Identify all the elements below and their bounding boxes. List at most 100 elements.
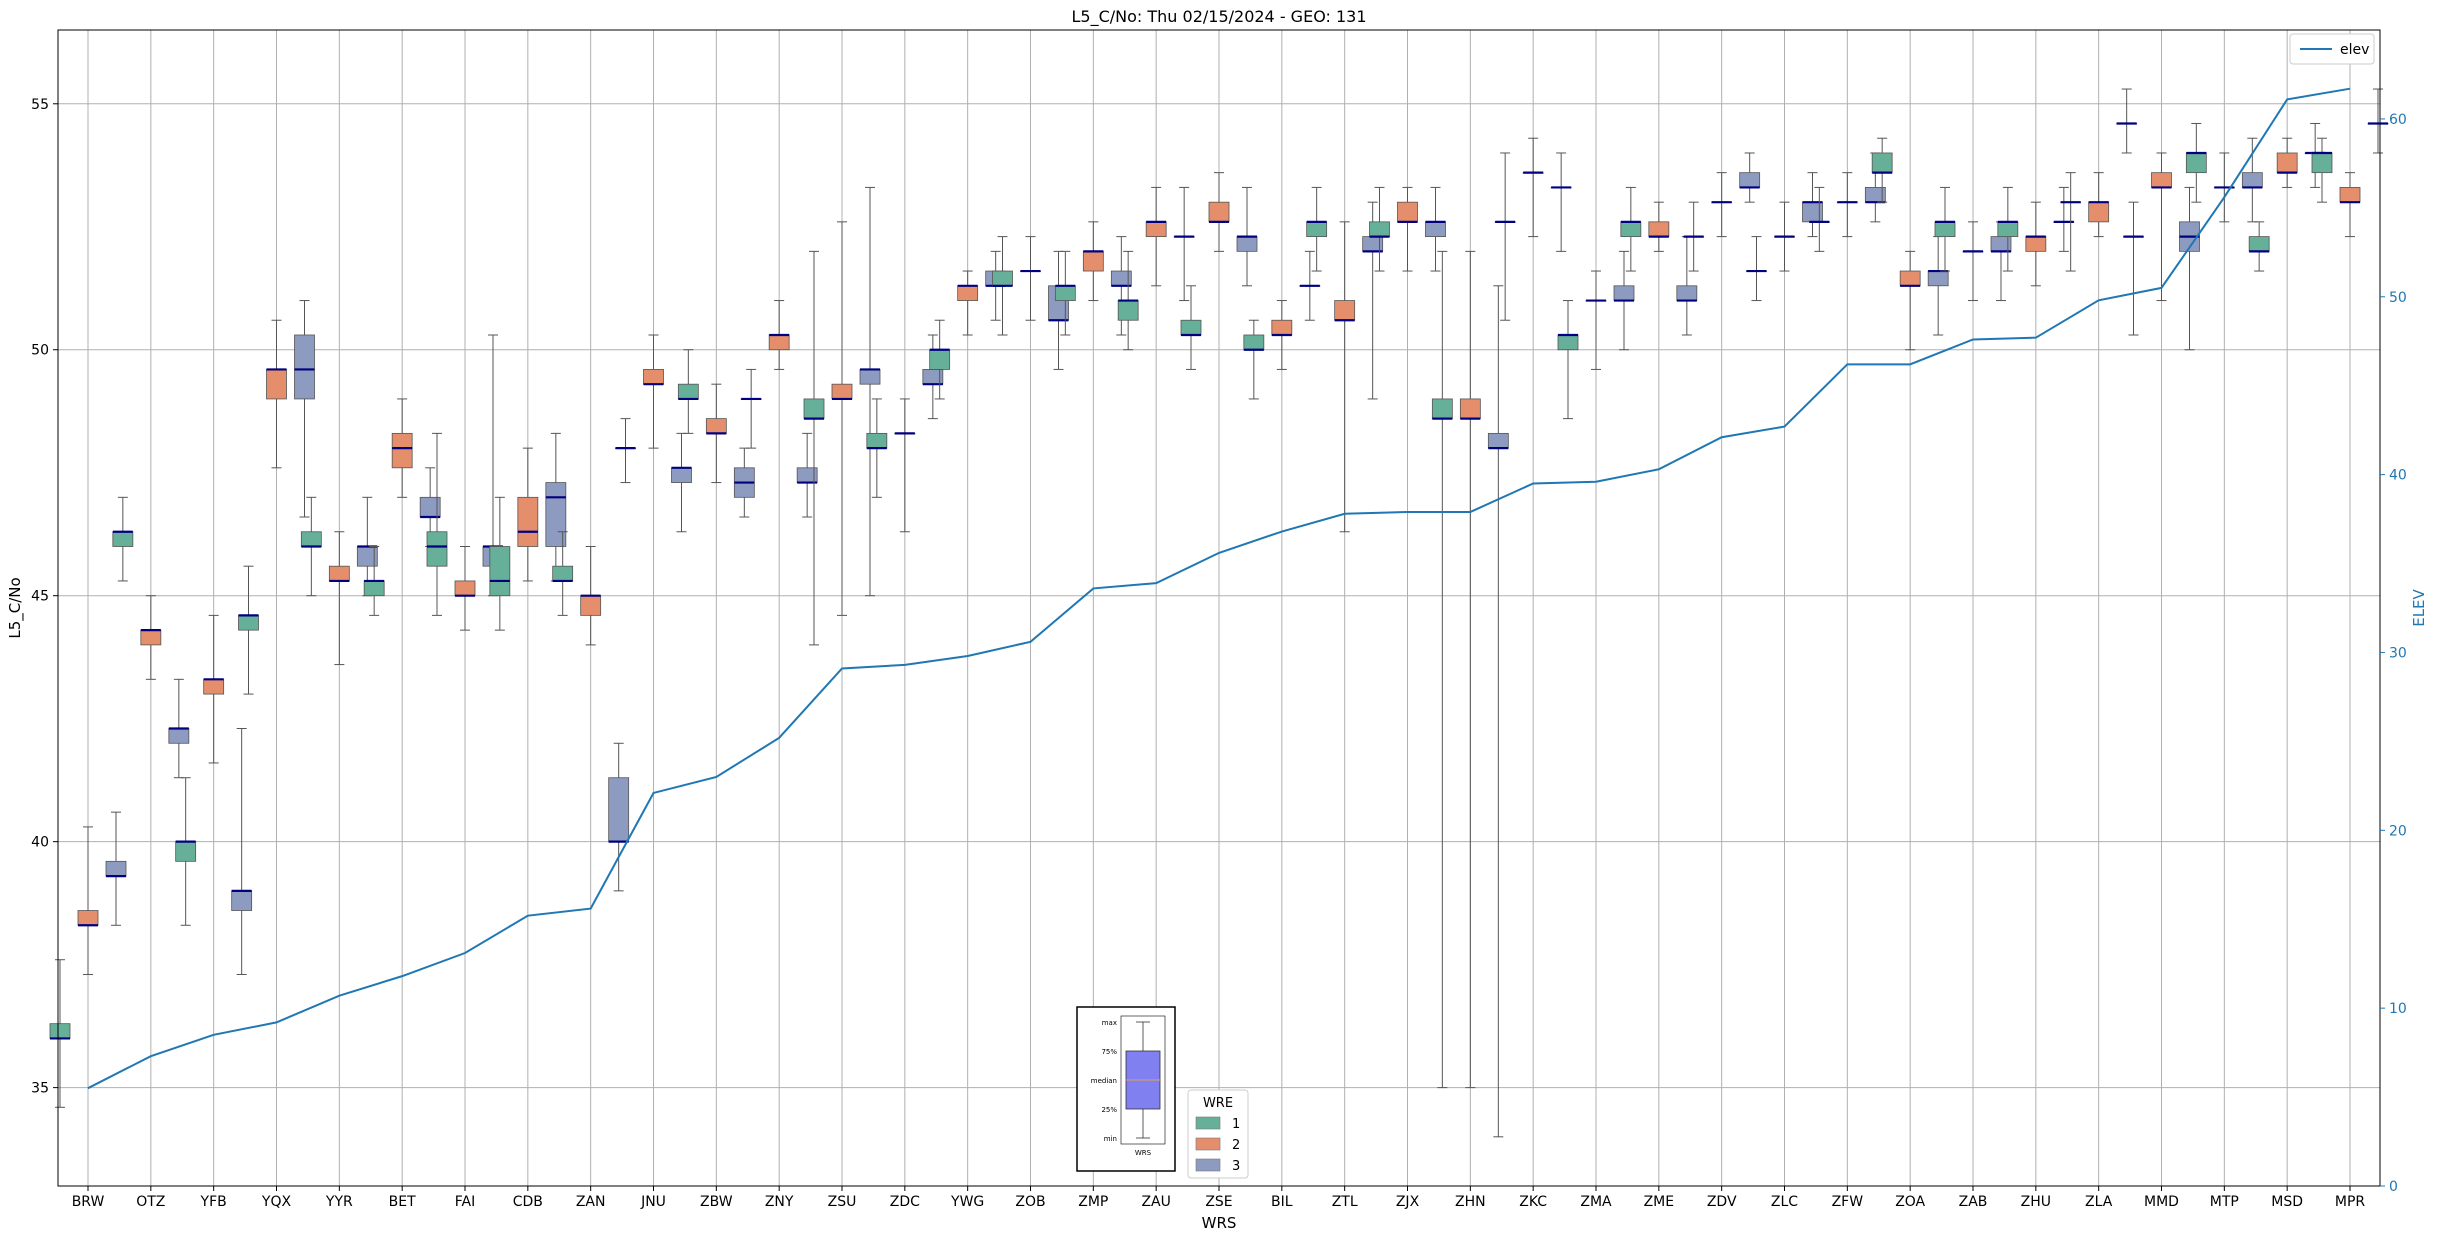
box-OTZ-wre1 [112, 496, 134, 582]
box-ZAU-wre1 [1117, 250, 1139, 351]
x-tick-label: MMD [2144, 1194, 2179, 1210]
x-tick-label: ZJX [1396, 1194, 1420, 1210]
x-tick-label: ZTL [1332, 1194, 1358, 1210]
box-body [140, 629, 162, 646]
box-body [866, 432, 888, 449]
box-ZSU-wre3 [859, 186, 881, 597]
box-body [929, 349, 951, 370]
y2-tick-label: 40 [2389, 468, 2407, 484]
wre-legend-label-1: 1 [1232, 1117, 1240, 1132]
box-body [1334, 300, 1356, 321]
box-MTP-wre1 [2185, 122, 2207, 203]
box-body [1871, 152, 1893, 174]
box-YQX-wre1 [238, 565, 259, 695]
box-CDB-wre2 [517, 447, 539, 582]
box-ZHU-wre2 [2025, 201, 2047, 287]
box-ZBW-wre2 [705, 383, 727, 484]
x-tick-label: ZKC [1519, 1194, 1547, 1210]
y-axis-label: L5_C/No [6, 577, 25, 638]
x-tick-label: ZLA [2085, 1194, 2113, 1210]
box-body [77, 910, 99, 926]
elev-legend: elev [2289, 33, 2375, 65]
y2-tick-label: 0 [2389, 1179, 2398, 1195]
wre-legend-swatch-1 [1195, 1116, 1221, 1130]
x-tick-label: ZOB [1015, 1194, 1045, 1210]
box-ZHN-wre2 [1459, 250, 1481, 1089]
box-CDB-wre3 [545, 432, 567, 582]
box-ZTL-wre3 [1362, 201, 1384, 400]
box-ZSE-wre1 [1180, 285, 1202, 370]
box-body [831, 383, 853, 400]
box-ZFW-wre2 [1836, 172, 1858, 238]
box-body [1739, 172, 1761, 188]
box-body [859, 369, 881, 385]
box-body [1082, 250, 1104, 272]
box-body [1271, 319, 1293, 336]
box-ZJX-wre3 [1425, 186, 1446, 272]
box-body [1934, 221, 1956, 238]
box-body [328, 565, 350, 582]
box-body [203, 678, 225, 695]
y2-tick-label: 60 [2389, 112, 2407, 128]
box-body [1431, 398, 1453, 420]
box-body [1236, 236, 1258, 252]
box-YWG-wre2 [957, 270, 979, 336]
box-body [545, 482, 567, 547]
inset-label-min: min [1104, 1135, 1117, 1143]
box-body [168, 728, 190, 744]
box-MTP-wre3 [2241, 137, 2263, 223]
x-tick-label: MTP [2210, 1194, 2239, 1210]
box-body [363, 580, 385, 597]
box-ZHU-wre1 [1997, 186, 2019, 272]
inset-label-25: 25% [1101, 1106, 1117, 1114]
box-ZTL-wre1 [1306, 186, 1328, 272]
box-body [1613, 285, 1635, 301]
box-ZJX-wre1 [1369, 186, 1390, 272]
x-axis-label: WRS [1202, 1214, 1237, 1232]
box-ZKC-wre2 [1522, 137, 1544, 238]
box-ZFW-wre1 [1808, 186, 1830, 252]
box-body [1208, 201, 1230, 223]
box-OTZ-wre3 [168, 678, 190, 779]
inset-label-75: 75% [1101, 1048, 1117, 1056]
y2-tick-label: 50 [2389, 290, 2407, 306]
y-tick-label: 50 [31, 343, 49, 359]
box-YQX-wre2 [266, 319, 287, 469]
box-BRW-wre1 [49, 959, 71, 1108]
x-tick-label: ZFW [1832, 1194, 1864, 1210]
box-body [2025, 236, 2047, 252]
box-ZME-wre1 [1620, 186, 1642, 272]
box-ZNY-wre2 [768, 300, 790, 370]
wre-legend-label-2: 2 [1232, 1138, 1240, 1153]
y2-axis-ticks: 0 10 20 30 40 50 60 [2380, 112, 2407, 1195]
y2-tick-label: 20 [2389, 823, 2407, 839]
box-body [1620, 221, 1642, 238]
x-tick-label: ZAU [1141, 1194, 1170, 1210]
box-ZSU-wre1 [803, 250, 825, 646]
y2-tick-label: 10 [2389, 1001, 2407, 1017]
wre-legend: WRE 1 2 3 [1187, 1089, 1249, 1179]
x-tick-label: MPR [2335, 1194, 2366, 1210]
x-tick-label: BIL [1271, 1194, 1293, 1210]
box-body [803, 398, 825, 420]
box-ZLA-wre2 [2088, 172, 2110, 238]
box-body [2088, 201, 2110, 223]
x-tick-label: FAI [455, 1194, 475, 1210]
box-body [1180, 319, 1202, 336]
box-ZLA-wre1 [2060, 172, 2082, 272]
box-body [105, 860, 127, 877]
box-ZOB-wre2 [1020, 236, 1041, 321]
box-JNU-wre2 [643, 334, 664, 449]
box-body [49, 1023, 71, 1039]
box-BIL-wre2 [1271, 300, 1293, 370]
box-MMD-wre2 [2151, 152, 2172, 302]
x-tick-label: ZOA [1895, 1194, 1925, 1210]
box-ZME-wre3 [1676, 236, 1698, 336]
x-axis-ticks: BRW OTZ YFB YQX YYR BET FAI CDB ZAN JNU ZBW ZNY ZSU Z… [72, 1186, 2366, 1210]
box-body [1676, 285, 1698, 301]
box-ZSE-wre3 [1236, 186, 1258, 287]
inset-plot-area [1120, 1015, 1166, 1145]
box-JNU-wre1 [615, 418, 636, 484]
box-body [2185, 152, 2207, 174]
box-ZKC-wre3 [1550, 152, 1572, 252]
